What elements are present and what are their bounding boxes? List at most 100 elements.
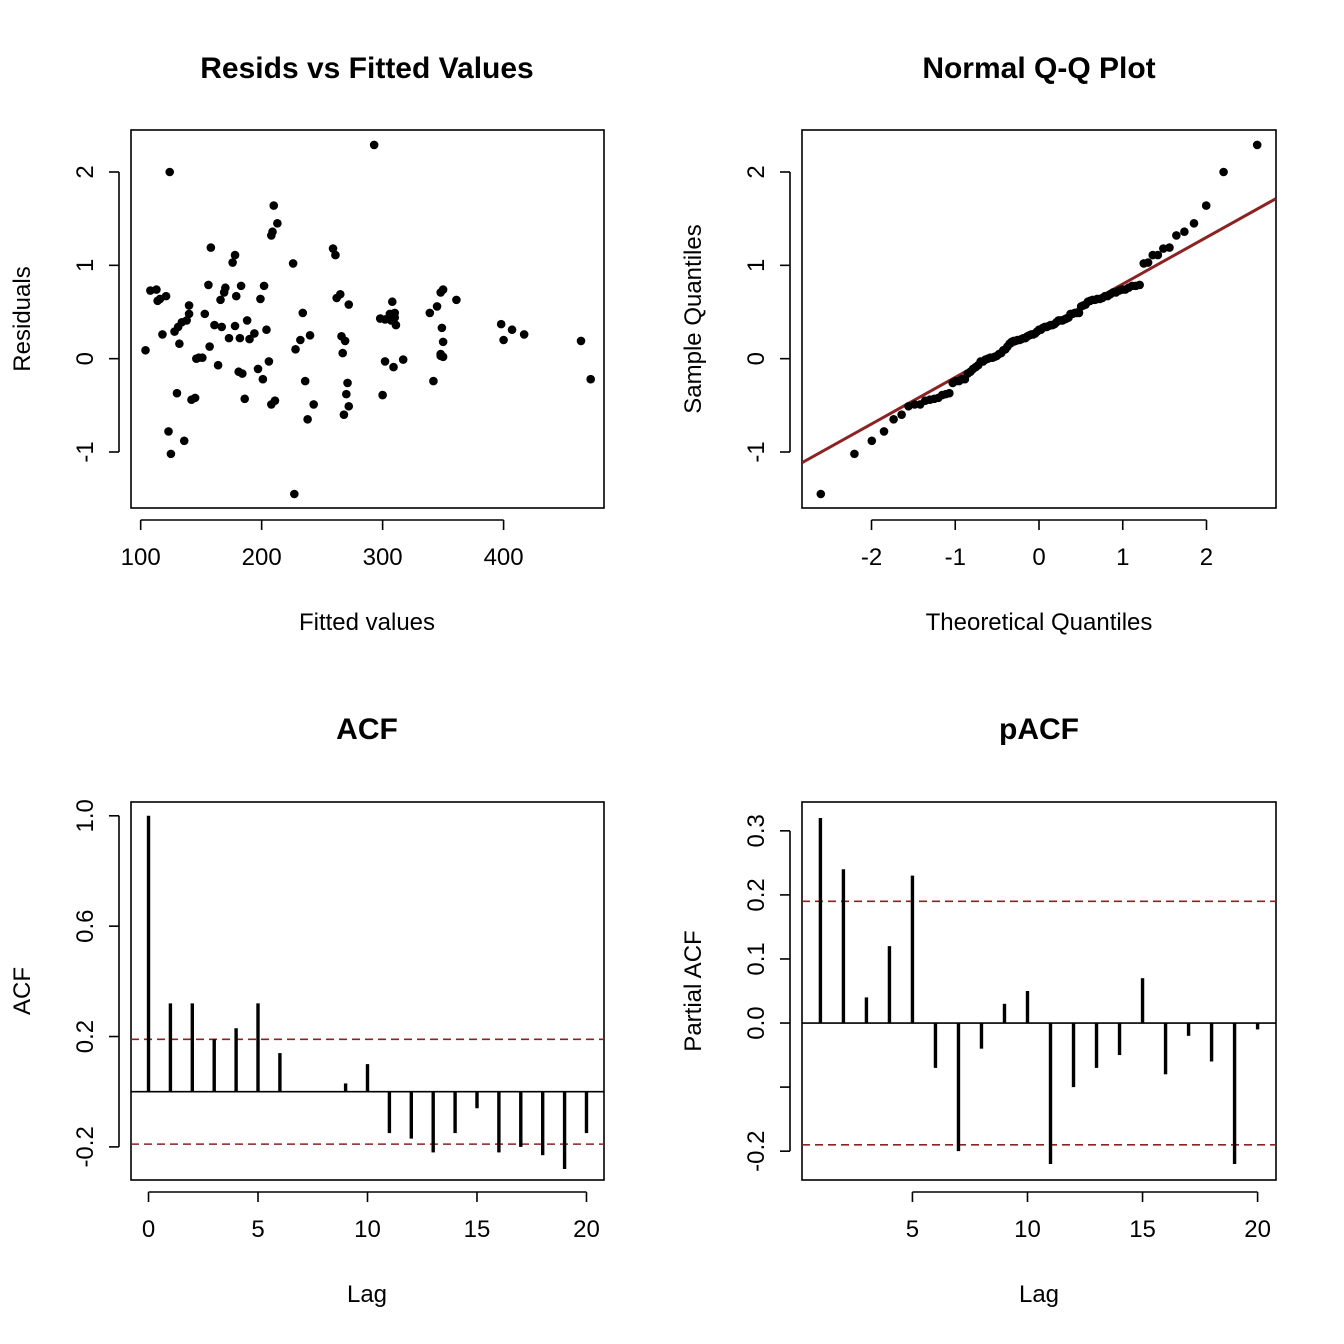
x-tick-label: 2: [1200, 544, 1213, 571]
scatter-point: [270, 396, 280, 405]
scatter-point: [210, 320, 219, 330]
scatter-point: [378, 390, 387, 400]
scatter-point: [342, 389, 351, 399]
qq-point: [889, 415, 898, 424]
scatter-point: [242, 316, 252, 325]
scatter-point: [161, 291, 171, 301]
scatter-point: [179, 436, 189, 446]
scatter-point: [305, 331, 315, 340]
qq-point: [1252, 140, 1262, 150]
scatter-point: [221, 283, 230, 293]
panel4-ylabel: Partial ACF: [680, 930, 707, 1051]
scatter-point: [184, 301, 194, 310]
qq-point: [850, 449, 859, 459]
scatter-point: [253, 364, 263, 374]
y-tick-label: -1: [72, 441, 99, 462]
panel4-xlabel: Lag: [1019, 1281, 1059, 1308]
scatter-point: [236, 281, 246, 291]
scatter-point: [438, 337, 448, 347]
scatter-point: [499, 335, 508, 345]
scatter-point: [158, 330, 167, 339]
scatter-point: [166, 449, 176, 459]
y-tick-label: 0.1: [743, 942, 770, 975]
scatter-point: [164, 427, 173, 436]
scatter-point: [338, 348, 348, 358]
qq-point: [945, 388, 954, 398]
x-tick-label: 1: [1116, 544, 1129, 571]
scatter-point: [300, 376, 310, 386]
y-tick-label: 0.0: [743, 1006, 770, 1039]
panel-resids-vs-fitted: Resids vs Fitted Values Fitted values Re…: [9, 52, 605, 636]
scatter-point: [235, 333, 245, 343]
y-tick-label: 1: [72, 259, 99, 272]
scatter-point: [507, 325, 517, 335]
x-tick-label: 200: [242, 544, 282, 571]
scatter-point: [204, 280, 213, 290]
qq-point: [1143, 258, 1153, 267]
qq-point: [897, 410, 906, 419]
scatter-point: [258, 374, 268, 384]
scatter-point: [331, 250, 340, 260]
qq-point: [1172, 231, 1181, 240]
panel2-title: Normal Q-Q Plot: [922, 52, 1155, 85]
scatter-point: [452, 295, 461, 305]
panel-acf: ACF Lag ACF 0 5 10 15 20 -0.2 0.2 0.6 1.0: [9, 713, 605, 1308]
scatter-point: [230, 321, 240, 331]
y-tick-label: 0: [743, 352, 770, 365]
qq-point: [1219, 167, 1228, 177]
scatter-point: [425, 308, 435, 318]
scatter-point: [237, 369, 247, 378]
panel2-xlabel: Theoretical Quantiles: [926, 609, 1153, 636]
qq-point: [1135, 280, 1144, 290]
scatter-point: [369, 140, 379, 150]
scatter-point: [390, 308, 400, 318]
x-tick-label: 0: [142, 1216, 155, 1243]
scatter-point: [586, 374, 595, 384]
scatter-point: [438, 352, 448, 362]
y-tick-label: 2: [743, 165, 770, 178]
scatter-point: [259, 281, 269, 291]
panel4-title: pACF: [999, 713, 1079, 746]
scatter-point: [519, 330, 529, 339]
panel3-title: ACF: [336, 713, 398, 746]
scatter-point: [141, 345, 150, 355]
scatter-point: [273, 219, 282, 228]
panel2-ylabel: Sample Quantiles: [680, 224, 707, 413]
scatter-point: [264, 357, 274, 366]
qq-point: [1074, 308, 1084, 318]
scatter-point: [217, 322, 227, 332]
scatter-point: [165, 167, 175, 177]
scatter-point: [387, 297, 397, 307]
scatter-point: [184, 309, 194, 319]
scatter-point: [228, 258, 237, 267]
scatter-point: [240, 394, 250, 404]
panel1-title: Resids vs Fitted Values: [200, 52, 533, 85]
panel1-xlabel: Fitted values: [299, 609, 435, 636]
y-tick-label: 0.6: [72, 909, 99, 942]
scatter-point: [576, 336, 586, 346]
scatter-point: [245, 334, 254, 344]
scatter-point: [429, 376, 438, 386]
scatter-point: [269, 201, 279, 210]
scatter-point: [256, 294, 265, 304]
y-tick-label: 1.0: [72, 799, 99, 832]
scatter-point: [328, 244, 338, 253]
y-tick-label: 0: [72, 352, 99, 365]
scatter-point: [298, 308, 308, 318]
x-tick-label: 100: [121, 544, 161, 571]
scatter-point: [296, 335, 305, 345]
scatter-point: [290, 489, 299, 499]
scatter-point: [230, 250, 240, 260]
panel-pacf: pACF Lag Partial ACF 5 10 15 20 -0.2 0.0 0.1 0.…: [680, 713, 1277, 1308]
scatter-point: [182, 316, 191, 325]
scatter-point: [205, 342, 214, 351]
scatter-point: [200, 309, 210, 319]
x-tick-label: 20: [573, 1216, 600, 1243]
scatter-point: [288, 259, 298, 268]
qq-point: [816, 489, 826, 499]
panel-normal-qq: Normal Q-Q Plot Theoretical Quantiles Sa…: [680, 52, 1277, 636]
scatter-point: [339, 410, 349, 419]
scatter-point: [206, 243, 216, 252]
scatter-point: [389, 362, 398, 372]
scatter-point: [437, 323, 447, 333]
